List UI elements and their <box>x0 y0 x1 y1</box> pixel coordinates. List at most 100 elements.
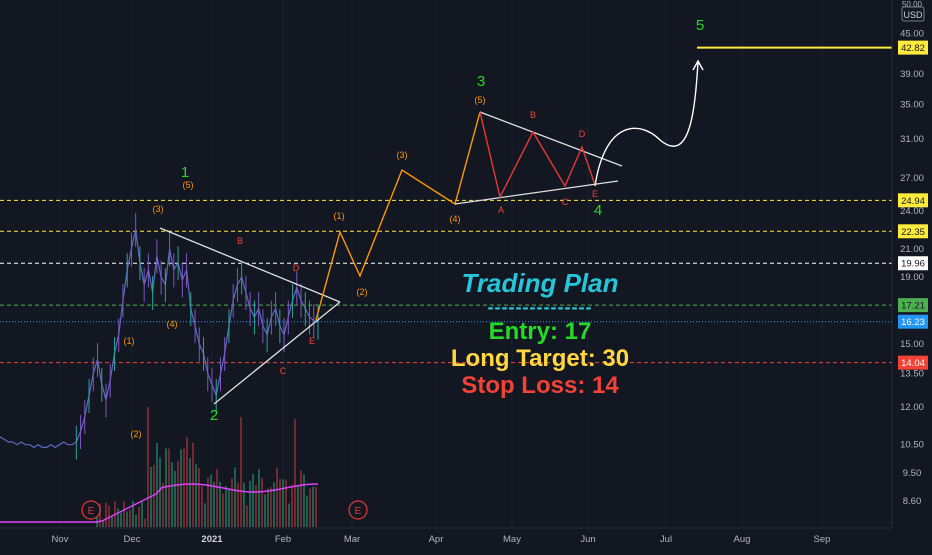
trading-plan-entry: Entry: 17 <box>488 318 592 345</box>
level-badge <box>898 224 928 239</box>
x-tick-label: Aug <box>734 534 751 545</box>
currency-box <box>901 6 925 22</box>
wave-label: 3 <box>477 73 485 90</box>
volume-bar <box>234 467 236 527</box>
volume-bar <box>177 460 179 527</box>
level-badge <box>898 298 928 313</box>
x-tick-label: Sep <box>814 534 831 545</box>
volume-bar <box>147 407 149 527</box>
triangle-label: C <box>280 366 287 376</box>
level-badge-label: 17.21 <box>901 301 925 312</box>
volume-bar <box>132 501 134 527</box>
triangle-label: C <box>562 197 569 207</box>
event-marker-circle <box>81 500 101 520</box>
volume-bar <box>183 448 185 527</box>
volume-bar <box>186 437 188 527</box>
y-tick-label: 39.00 <box>900 69 924 80</box>
volume-bar <box>108 505 110 527</box>
volume-bar <box>264 494 266 527</box>
x-tick-label: Mar <box>344 534 360 545</box>
volume-bar <box>213 481 215 527</box>
level-badge <box>898 355 928 370</box>
volume-bar <box>192 442 194 527</box>
level-badge <box>898 40 928 55</box>
wave5-arrow-head <box>692 59 704 71</box>
price-line <box>0 229 319 449</box>
subwave-label: (5) <box>183 180 194 190</box>
volume-bar <box>153 464 155 527</box>
y-tick-label: 10.50 <box>900 440 924 451</box>
subwave-label: (5) <box>475 95 486 105</box>
wave-label: 2 <box>210 407 218 424</box>
triangle-label: E <box>309 336 315 346</box>
level-badge <box>898 193 928 208</box>
volume-bar <box>126 511 128 527</box>
triangle-label: B <box>237 236 243 246</box>
trading-plan-title: Trading Plan <box>461 268 619 298</box>
volume-bar <box>210 474 212 527</box>
trading-plan-stop-loss: Stop Loss: 14 <box>461 372 619 399</box>
volume-bar <box>237 482 239 527</box>
volume-bar <box>240 417 242 527</box>
triangle-lower-line <box>213 301 341 405</box>
volume-bar <box>303 474 305 527</box>
x-tick-label: Dec <box>124 534 141 545</box>
triangle-label: D <box>579 129 586 139</box>
volume-bar <box>309 488 311 527</box>
volume-bar <box>123 501 125 527</box>
volume-bar <box>141 502 143 527</box>
volume-bar <box>300 470 302 527</box>
subwave-label: (1) <box>334 211 345 221</box>
volume-bar <box>288 503 290 527</box>
event-marker-label: E <box>355 506 362 517</box>
event-marker-label: E <box>88 506 95 517</box>
volume-bar <box>225 486 227 527</box>
volume-bar <box>261 477 263 527</box>
y-tick-label: 13.50 <box>900 369 924 380</box>
volume-bar <box>105 502 107 527</box>
volume-bar <box>117 508 119 527</box>
volume-bar <box>258 469 260 527</box>
volume-bar <box>189 458 191 527</box>
wave5-projection-curve <box>594 61 699 187</box>
volume-bar <box>195 464 197 527</box>
triangle-label: A <box>498 205 504 215</box>
volume-bar <box>99 503 101 527</box>
volume-bar <box>165 448 167 527</box>
volume-bar <box>282 479 284 527</box>
volume-bar <box>144 518 146 527</box>
subwave-label: (2) <box>131 429 142 439</box>
volume-bar <box>306 495 308 527</box>
volume-bar <box>138 506 140 527</box>
subwave-label: (3) <box>397 150 408 160</box>
subwave-label: (1) <box>124 336 135 346</box>
level-badge <box>898 256 928 271</box>
level-badge-label: 14.04 <box>901 358 925 369</box>
volume-bar <box>135 514 137 527</box>
x-tick-label: Nov <box>52 534 69 545</box>
level-badge-label: 22.35 <box>901 227 925 238</box>
volume-bar <box>276 467 278 527</box>
subwave-label: (2) <box>357 287 368 297</box>
volume-bar <box>267 488 269 527</box>
volume-bar <box>270 487 272 527</box>
y-tick-label: 15.00 <box>900 339 924 350</box>
subwave-label: (4) <box>167 319 178 329</box>
y-tick-label: 19.00 <box>900 272 924 283</box>
axis-top-label: 50.00 <box>902 0 923 9</box>
x-tick-label: May <box>503 534 521 545</box>
volume-bar <box>174 470 176 527</box>
triangle2-upper-line <box>479 111 623 167</box>
level-badge <box>898 314 928 329</box>
event-marker-circle <box>348 500 368 520</box>
y-tick-label: 27.00 <box>900 173 924 184</box>
y-tick-label: 31.00 <box>900 134 924 145</box>
wave-label: 4 <box>594 202 602 219</box>
y-tick-label: 12.00 <box>900 402 924 413</box>
y-tick-label: 24.00 <box>900 206 924 217</box>
volume-bar <box>312 486 314 527</box>
y-tick-label: 8.60 <box>903 496 922 507</box>
